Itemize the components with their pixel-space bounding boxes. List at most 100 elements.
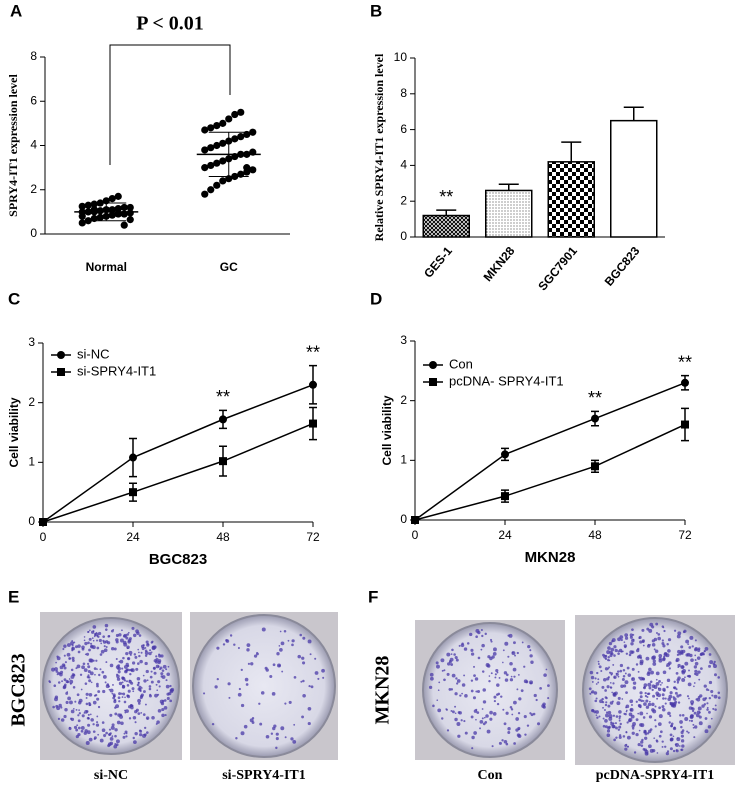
colony [143, 679, 147, 683]
colony [80, 726, 85, 730]
colony [479, 727, 481, 730]
colony [135, 629, 139, 634]
y-tick-label: 2 [400, 193, 407, 207]
colony [142, 713, 146, 716]
colony [76, 664, 81, 669]
colony [597, 678, 600, 681]
colony [631, 667, 635, 671]
colony [653, 737, 656, 740]
colony [520, 689, 524, 693]
colony [71, 647, 74, 649]
colony [129, 672, 132, 676]
colony [590, 675, 595, 680]
colony [148, 652, 152, 656]
colony [470, 715, 474, 719]
colony [631, 727, 635, 730]
colony [62, 648, 65, 651]
colony [477, 630, 481, 635]
colony [607, 710, 612, 715]
colony [680, 739, 685, 743]
colony [114, 734, 117, 738]
legend-label: si-NC [77, 346, 110, 361]
colony [464, 694, 468, 698]
colony [677, 666, 680, 669]
colony [617, 652, 620, 655]
colony [247, 662, 251, 665]
colony [95, 659, 98, 662]
colony [137, 687, 141, 691]
colony [651, 639, 655, 643]
colony [645, 699, 649, 703]
colony [94, 694, 98, 697]
colony [595, 683, 598, 685]
colony [490, 672, 493, 675]
colony [238, 687, 241, 691]
x-tick-label: 0 [412, 528, 419, 542]
colony [680, 651, 683, 655]
data-point [237, 108, 245, 116]
colony [84, 641, 88, 646]
colony [154, 693, 158, 698]
y-tick-label: 3 [28, 335, 35, 349]
y-axis-label: Relative SPRY4-IT1 expression level [372, 53, 386, 241]
colony [658, 658, 663, 663]
colony [155, 664, 160, 669]
colony [503, 722, 507, 726]
colony [651, 688, 654, 692]
colony [617, 728, 621, 731]
colony [142, 674, 145, 677]
colony [88, 679, 92, 683]
colony [89, 629, 91, 632]
colony [618, 717, 621, 720]
colony [61, 680, 64, 683]
data-point [108, 195, 116, 203]
colony [75, 708, 78, 711]
colony [102, 640, 107, 644]
colony [92, 730, 96, 733]
condition-label: Con [478, 768, 503, 783]
y-tick-label: 6 [400, 122, 407, 136]
colony [115, 633, 119, 637]
colony [93, 635, 96, 638]
data-point [129, 453, 137, 462]
data-point [120, 221, 128, 229]
colony [489, 638, 493, 642]
colony [135, 667, 139, 671]
colony [595, 697, 598, 700]
colony [623, 644, 627, 648]
colony [481, 717, 484, 720]
colony [137, 681, 140, 684]
colony [122, 735, 126, 739]
colony [607, 704, 611, 708]
colony [654, 705, 657, 708]
colony [688, 697, 690, 700]
data-point [201, 164, 209, 172]
colony [144, 646, 147, 649]
y-tick-label: 2 [28, 395, 35, 409]
colony [470, 652, 475, 656]
colony [481, 643, 485, 648]
colony [437, 708, 442, 713]
colony [159, 699, 164, 704]
significance: ** [439, 187, 453, 207]
significance: ** [678, 352, 692, 372]
colony [617, 637, 621, 642]
colony [72, 659, 75, 662]
colony [70, 641, 74, 646]
colony [463, 647, 468, 651]
colony [113, 647, 117, 651]
colony [686, 695, 690, 698]
colony [657, 693, 662, 698]
colony [87, 630, 90, 634]
colony [130, 705, 134, 710]
colony [714, 708, 717, 711]
colony [453, 653, 456, 656]
colony [88, 692, 93, 697]
colony [77, 650, 81, 654]
colony [463, 674, 466, 677]
colony [708, 696, 712, 700]
colony [505, 711, 509, 715]
colony [88, 648, 91, 652]
colony [664, 697, 667, 700]
colony [704, 697, 708, 700]
